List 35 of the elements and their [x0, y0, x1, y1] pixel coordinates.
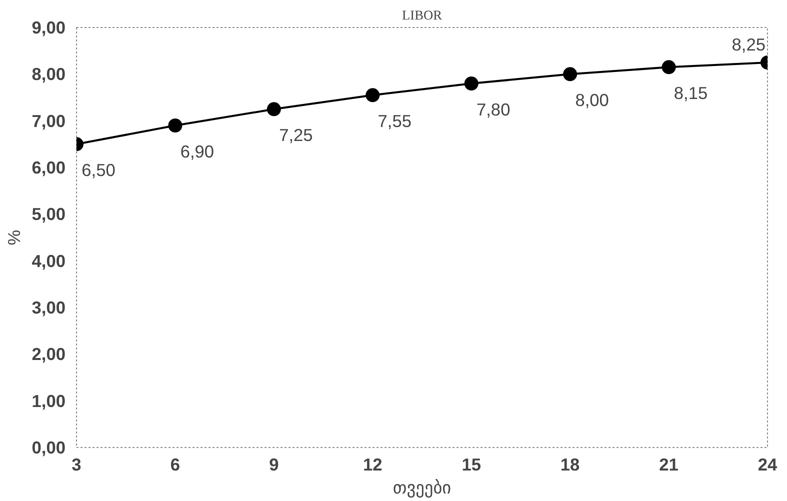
y-axis-title: % — [4, 230, 24, 246]
data-label: 6,50 — [82, 160, 116, 180]
x-tick-label: 21 — [659, 454, 679, 474]
point — [662, 60, 676, 74]
x-tick-label: 12 — [363, 454, 382, 474]
x-tick-label: 18 — [560, 454, 580, 474]
x-tick-label: 6 — [170, 454, 180, 474]
data-label: 8,00 — [575, 90, 609, 110]
chart-title: LIBOR — [402, 8, 442, 22]
y-tick-label: 7,00 — [32, 110, 66, 131]
data-label: 8,25 — [732, 34, 766, 54]
y-tick-label: 5,00 — [32, 204, 66, 224]
data-label: 6,90 — [180, 142, 214, 162]
point — [366, 88, 380, 102]
data-label: 7,25 — [279, 125, 313, 146]
point — [168, 118, 182, 132]
point — [563, 67, 578, 82]
y-tick-label: 1,00 — [32, 390, 66, 411]
y-tick-label: 3,00 — [32, 298, 66, 318]
x-tick-label: 3 — [72, 454, 82, 474]
y-tick-label: 6,00 — [32, 158, 66, 178]
point — [464, 76, 478, 90]
x-tick-label: 9 — [269, 454, 279, 474]
x-tick-label: 24 — [758, 454, 778, 474]
y-tick-label: 2,00 — [32, 344, 66, 364]
y-tick-label: 4,00 — [32, 250, 66, 271]
data-label: 7,55 — [378, 111, 412, 132]
data-label: 8,15 — [674, 83, 708, 104]
x-axis-title: თვეები — [392, 478, 452, 498]
y-tick-label: 8,00 — [32, 64, 66, 84]
y-tick-label: 0,00 — [32, 438, 66, 458]
y-tick-label: 9,00 — [32, 18, 66, 38]
x-tick-label: 15 — [462, 454, 482, 474]
data-label: 7,80 — [476, 100, 510, 120]
point — [266, 102, 281, 116]
